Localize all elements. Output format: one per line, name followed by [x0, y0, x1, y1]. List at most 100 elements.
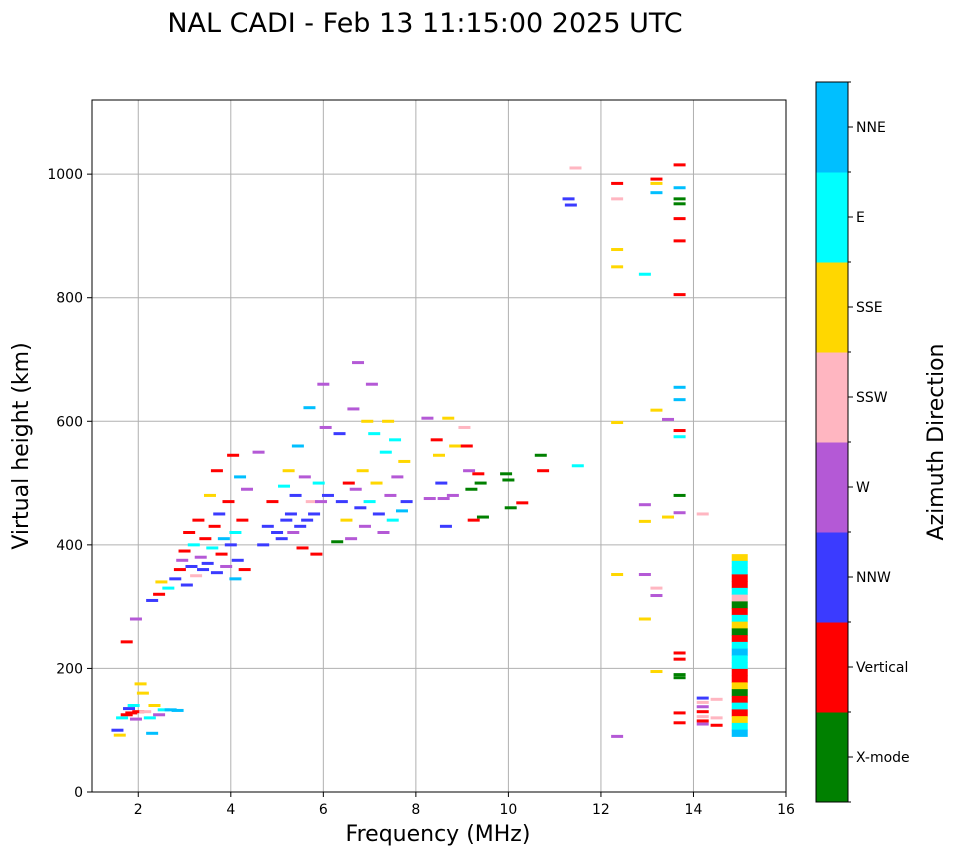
echo-point: [638, 503, 651, 507]
echo-point: [345, 537, 358, 541]
echo-point: [673, 197, 686, 201]
echo-point: [305, 500, 318, 504]
echo-point: [321, 493, 334, 497]
echo-point: [153, 713, 166, 717]
echo-point: [227, 453, 240, 457]
echo-point: [710, 723, 723, 727]
echo-point: [365, 382, 378, 386]
echo-point: [148, 704, 161, 707]
echo-point: [446, 493, 459, 497]
echo-point: [386, 518, 399, 522]
echo-point: [213, 512, 226, 516]
y-tick-label: 200: [56, 661, 83, 677]
echo-point: [358, 524, 371, 528]
echo-point: [638, 617, 651, 621]
echo-point: [372, 512, 385, 516]
echo-point: [199, 537, 212, 541]
colorbar-segment: [816, 442, 848, 533]
colorbar-tick-label: SSW: [856, 390, 888, 406]
echo-point: [673, 202, 686, 206]
colorbar-segment: [816, 712, 848, 803]
echo-point: [222, 500, 235, 504]
echo-point: [125, 711, 138, 715]
y-axis: 0 200 400 600 800 1000: [47, 167, 92, 801]
echo-point: [315, 500, 328, 504]
echo-point: [423, 497, 436, 501]
echo-point: [400, 500, 413, 504]
echo-point: [395, 509, 408, 513]
echo-point: [611, 181, 624, 185]
x-axis: 2 4 6 8 10 12 14 16: [134, 792, 795, 818]
echo-column-band: [731, 635, 748, 643]
echo-point: [696, 719, 709, 723]
echo-point: [571, 464, 584, 468]
echo-point: [257, 543, 270, 547]
echo-point: [197, 568, 210, 572]
echo-column-band: [731, 668, 748, 677]
echo-point: [356, 469, 369, 473]
echo-point: [229, 577, 242, 581]
echo-point: [638, 573, 651, 577]
echo-point: [673, 398, 686, 402]
echo-point: [673, 711, 686, 715]
echo-point: [335, 500, 348, 504]
echo-point: [187, 543, 200, 547]
colorbar-segment: [816, 262, 848, 353]
echo-point: [437, 497, 450, 501]
echo-point: [240, 487, 253, 491]
echo-point: [113, 733, 126, 737]
echo-point: [361, 419, 374, 423]
echo-point: [460, 444, 473, 448]
echo-point: [467, 518, 480, 522]
echo-point: [611, 248, 624, 252]
colorbar-segment: [816, 622, 848, 713]
echo-point: [291, 444, 304, 448]
echo-point: [354, 506, 367, 510]
colorbar-tick-label: NNW: [856, 570, 891, 586]
echo-point: [433, 453, 445, 457]
echo-point: [569, 166, 582, 170]
colorbar-label: Azimuth Direction: [924, 343, 949, 540]
echo-point: [377, 531, 390, 534]
colorbar-segment: [816, 82, 848, 173]
echo-point: [363, 500, 376, 504]
colorbar: X-mode Vertical NNW W SSW SSE E NNE: [815, 81, 910, 803]
echo-column-band: [731, 702, 748, 710]
echo-point: [229, 531, 242, 534]
echo-point: [215, 552, 228, 556]
echo-point: [650, 408, 663, 412]
echo-point: [673, 676, 686, 680]
echo-point: [111, 728, 124, 732]
echo-layer: [111, 163, 748, 738]
echo-point: [370, 481, 383, 485]
echo-point: [347, 407, 360, 411]
echo-point: [331, 540, 344, 544]
echo-point: [382, 419, 395, 423]
echo-column-band: [731, 648, 748, 656]
echo-point: [564, 203, 577, 207]
echo-point: [421, 416, 434, 420]
echo-point: [696, 710, 709, 714]
plot-area-frame: [91, 99, 787, 793]
echo-point: [183, 531, 196, 534]
echo-point: [308, 512, 321, 516]
echo-point: [650, 586, 663, 590]
echo-column-band: [731, 554, 748, 562]
echo-point: [673, 429, 686, 433]
echo-point: [398, 459, 411, 463]
echo-point: [442, 416, 455, 420]
echo-point: [673, 721, 686, 725]
x-tick-label: 16: [777, 802, 795, 818]
echo-column-band: [731, 608, 748, 616]
echo-point: [673, 186, 686, 190]
echo-point: [650, 181, 663, 185]
echo-point: [210, 469, 223, 473]
echo-column-band: [731, 594, 748, 602]
echo-point: [171, 708, 184, 712]
echo-point: [710, 697, 723, 701]
echo-point: [180, 583, 193, 587]
echo-point: [673, 651, 686, 655]
echo-point: [162, 586, 175, 590]
echo-point: [164, 708, 177, 712]
echo-point: [210, 571, 223, 575]
